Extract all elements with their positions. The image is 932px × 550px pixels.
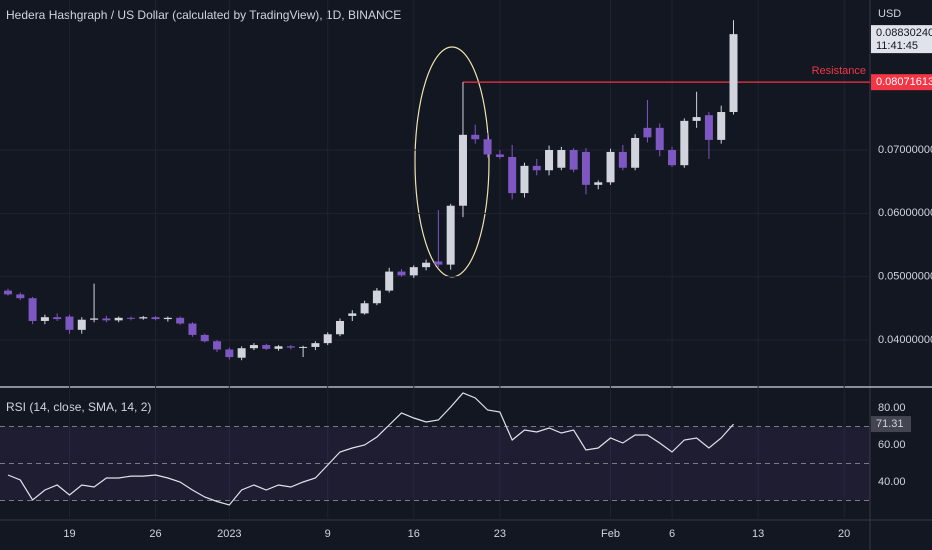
candle-body	[336, 320, 345, 335]
candle-body	[434, 261, 443, 265]
x-tick-label: 23	[494, 528, 506, 540]
candle-body	[409, 267, 418, 276]
rsi-line	[7, 392, 734, 506]
candle-body	[213, 341, 222, 350]
candle-body	[65, 316, 74, 330]
candle-body	[446, 205, 455, 265]
resistance-price-label: 0.08071613	[876, 76, 932, 88]
x-tick-label: 6	[669, 528, 675, 540]
y-tick-label: 0.06000000	[878, 207, 932, 219]
candle-body	[348, 313, 357, 316]
candle-body	[299, 346, 308, 348]
rsi-value-label: 71.31	[876, 418, 904, 430]
candle-body	[495, 154, 504, 157]
candle-body	[323, 334, 332, 344]
y-tick-label: 0.07000000	[878, 144, 932, 156]
x-tick-label: 2023	[217, 528, 241, 540]
candle-body	[237, 348, 246, 358]
candle-body	[397, 271, 406, 276]
candle-body	[655, 127, 664, 151]
last-price-tag	[871, 25, 932, 54]
y-tick-label: 60.00	[878, 439, 906, 451]
candle-body	[483, 139, 492, 155]
candle-body	[3, 290, 12, 295]
candle-body	[360, 303, 369, 314]
candle-body	[508, 156, 517, 194]
y-tick-label: 0.05000000	[878, 271, 932, 283]
rsi-value-tag	[871, 416, 911, 433]
candle-body	[422, 262, 431, 268]
candle-body	[139, 317, 148, 319]
chart-title: Hedera Hashgraph / US Dollar (calculated…	[6, 8, 401, 22]
candle-body	[262, 345, 271, 349]
candle-body	[311, 343, 320, 347]
candle-body	[692, 117, 701, 121]
candle-body	[557, 150, 566, 168]
y-tick-label: 40.00	[878, 476, 906, 488]
candle-body	[594, 182, 603, 185]
candle-body	[126, 317, 135, 319]
candle-body	[16, 294, 25, 299]
candle-body	[286, 346, 295, 348]
candle-body	[704, 115, 713, 140]
candle-body	[225, 349, 234, 358]
x-tick-label: Feb	[601, 528, 620, 540]
x-tick-label: 16	[408, 528, 420, 540]
candle-body	[176, 317, 185, 324]
candle-body	[471, 134, 480, 140]
candle-body	[200, 334, 209, 342]
candle-body	[643, 127, 652, 138]
candle-body	[520, 165, 529, 194]
x-tick-label: 26	[149, 528, 161, 540]
candle-body	[151, 317, 160, 320]
candle-body	[680, 120, 689, 166]
candle-body	[668, 150, 677, 166]
candle-body	[618, 151, 627, 168]
candle-body	[28, 298, 37, 321]
candle-body	[545, 150, 554, 171]
y-tick-label: 0.04000000	[878, 334, 932, 346]
x-tick-label: 20	[838, 528, 850, 540]
candle-body	[188, 323, 197, 335]
candle-body	[53, 317, 62, 320]
candle-body	[249, 345, 258, 349]
candle-body	[717, 112, 726, 140]
candle-body	[458, 134, 467, 206]
y-tick-label: 80.00	[878, 402, 906, 414]
candle-body	[90, 318, 99, 320]
candle-body	[114, 317, 123, 321]
rsi-title: RSI (14, close, SMA, 14, 2)	[6, 400, 151, 414]
candle-body	[372, 290, 381, 304]
last-price-label: 0.08830240	[876, 27, 932, 39]
candle-body	[385, 271, 394, 291]
candle-body	[163, 317, 172, 320]
candle-body	[631, 137, 640, 168]
resistance-label: Resistance	[812, 65, 866, 77]
countdown-label: 11:41:45	[876, 40, 918, 52]
y-axis-title: USD	[878, 8, 901, 20]
candle-body	[581, 151, 590, 185]
resistance-price-tag	[871, 74, 932, 91]
x-tick-label: 13	[752, 528, 764, 540]
x-tick-label: 19	[63, 528, 75, 540]
candle-body	[274, 346, 283, 349]
candle-body	[606, 151, 615, 183]
x-tick-label: 9	[325, 528, 331, 540]
candle-body	[729, 34, 738, 113]
candle-body	[40, 317, 49, 321]
candle-body	[569, 150, 578, 170]
candle-body	[77, 319, 86, 330]
candle-body	[102, 318, 111, 321]
candle-body	[532, 165, 541, 171]
